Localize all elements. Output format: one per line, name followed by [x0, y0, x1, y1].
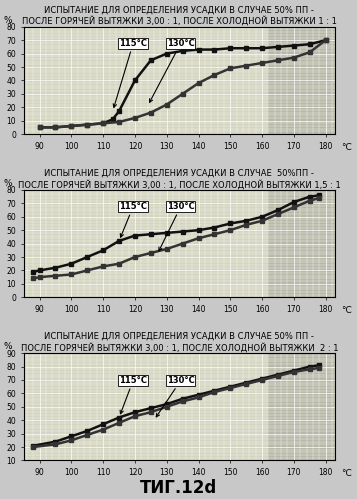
Text: 130°C: 130°C: [156, 376, 195, 417]
Title: ИСПЫТАНИЕ ДЛЯ ОПРЕДЕЛЕНИЯ УСАДКИ В СЛУЧАЕ 50% ПП -
ПОСЛЕ ГОРЯЧЕЙ ВЫТЯЖКИ 3,00 : : ИСПЫТАНИЕ ДЛЯ ОПРЕДЕЛЕНИЯ УСАДКИ В СЛУЧА…: [21, 332, 338, 352]
Title: ИСПЫТАНИЕ ДЛЯ ОПРЕДЕЛЕНИЯ УСАДКИ В СЛУЧАЕ 50% ПП -
ПОСЛЕ ГОРЯЧЕЙ ВЫТЯЖКИ 3,00 : : ИСПЫТАНИЕ ДЛЯ ОПРЕДЕЛЕНИЯ УСАДКИ В СЛУЧА…: [22, 5, 337, 26]
Text: 115°C: 115°C: [119, 376, 147, 414]
Text: 130°C: 130°C: [159, 202, 195, 250]
Text: °C: °C: [341, 143, 352, 152]
Bar: [268, 27, 335, 134]
Text: °C: °C: [341, 469, 352, 478]
Y-axis label: %: %: [4, 15, 12, 24]
Text: 115°C: 115°C: [119, 202, 147, 237]
Title: ИСПЫТАНИЕ ДЛЯ ОПРЕДЕЛЕНИЯ УСАДКИ В СЛУЧАЕ  50%ПП -
ПОСЛЕ ГОРЯЧЕЙ ВЫТЯЖКИ 3,00 : : ИСПЫТАНИЕ ДЛЯ ОПРЕДЕЛЕНИЯ УСАДКИ В СЛУЧА…: [18, 169, 341, 189]
Y-axis label: %: %: [4, 342, 12, 351]
Text: °C: °C: [341, 306, 352, 315]
Bar: [268, 190, 335, 297]
Text: ΤИГ.12d: ΤИГ.12d: [140, 479, 217, 497]
Y-axis label: %: %: [4, 179, 12, 188]
Text: 130°C: 130°C: [150, 39, 195, 102]
Text: 115°C: 115°C: [113, 39, 147, 107]
Bar: [268, 353, 335, 461]
